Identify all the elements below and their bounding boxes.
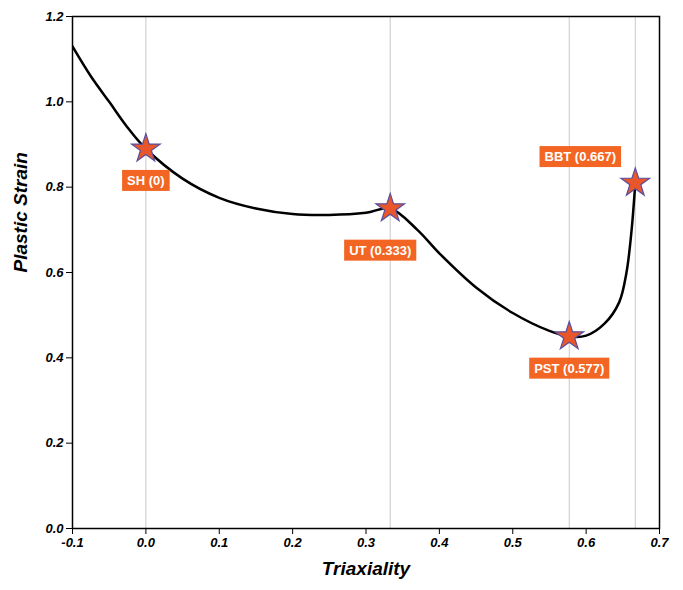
svg-text:-0.1: -0.1 — [61, 535, 83, 550]
svg-text:BBT (0.667): BBT (0.667) — [545, 149, 617, 164]
svg-text:0.0: 0.0 — [137, 535, 156, 550]
svg-text:0.6: 0.6 — [45, 265, 64, 280]
svg-text:0.4: 0.4 — [45, 350, 64, 365]
svg-text:0.4: 0.4 — [430, 535, 449, 550]
svg-text:0.0: 0.0 — [45, 521, 64, 536]
svg-text:1.0: 1.0 — [45, 94, 64, 109]
svg-text:PST (0.577): PST (0.577) — [534, 361, 604, 376]
svg-text:Plastic Strain: Plastic Strain — [10, 152, 31, 272]
svg-text:SH (0): SH (0) — [127, 173, 165, 188]
svg-text:0.1: 0.1 — [210, 535, 228, 550]
svg-text:0.5: 0.5 — [504, 535, 523, 550]
svg-text:1.2: 1.2 — [45, 9, 64, 24]
svg-text:0.2: 0.2 — [45, 435, 64, 450]
svg-text:Triaxiality: Triaxiality — [322, 558, 412, 579]
svg-text:0.8: 0.8 — [45, 179, 64, 194]
svg-text:UT (0.333): UT (0.333) — [349, 243, 411, 258]
svg-text:0.3: 0.3 — [357, 535, 376, 550]
svg-text:0.6: 0.6 — [577, 535, 596, 550]
svg-text:0.2: 0.2 — [284, 535, 303, 550]
svg-text:0.7: 0.7 — [650, 535, 669, 550]
